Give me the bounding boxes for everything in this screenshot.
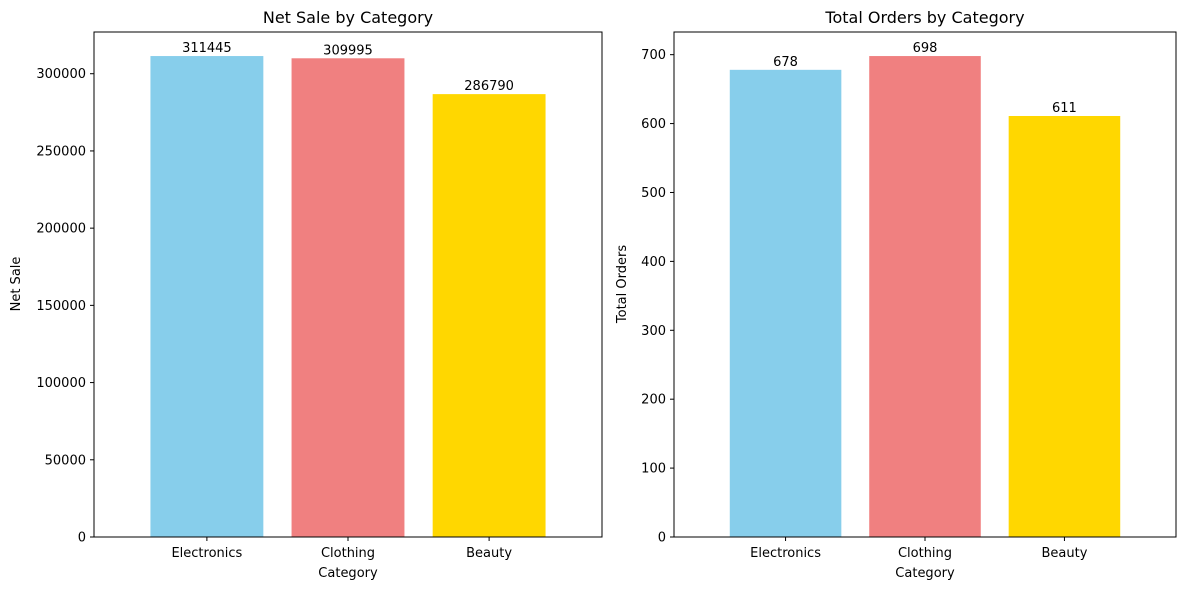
y-tick-label: 700	[641, 48, 666, 63]
bar-electronics	[150, 56, 264, 538]
total-orders-chart: Total Orders by Category 678 698 611 0 100 2…	[615, 8, 1177, 581]
x-tick-label: Electronics	[171, 546, 242, 561]
y-tick-label: 0	[658, 531, 666, 546]
x-ticks: Electronics Clothing Beauty	[171, 537, 512, 561]
y-tick-label: 300000	[36, 67, 86, 82]
y-tick-label: 300	[641, 324, 666, 339]
y-tick-label: 400	[641, 255, 666, 270]
y-tick-label: 50000	[45, 453, 86, 468]
data-labels: 311445 309995 286790	[182, 41, 514, 94]
chart-title: Total Orders by Category	[824, 8, 1024, 27]
data-label-clothing: 309995	[323, 43, 373, 58]
y-tick-label: 500	[641, 186, 666, 201]
x-tick-label: Clothing	[898, 546, 952, 561]
y-ticks: 0 100 200 300 400 500 600 700	[641, 48, 674, 546]
chart-title: Net Sale by Category	[263, 8, 433, 27]
data-label-beauty: 611	[1052, 101, 1077, 116]
bar-beauty	[1008, 115, 1121, 537]
data-label-electronics: 678	[773, 55, 798, 70]
net-sale-chart: Net Sale by Category 311445 309995286790 …	[9, 8, 603, 581]
y-tick-label: 100	[641, 462, 666, 477]
data-labels: 678 698 611	[773, 41, 1077, 116]
x-tick-label: Beauty	[1041, 546, 1087, 561]
x-axis-label: Category	[895, 566, 955, 581]
y-axis-label: Net Sale	[9, 257, 24, 312]
bar-electronics	[729, 69, 842, 537]
x-tick-label: Electronics	[750, 546, 821, 561]
y-ticks: 0 50000 100000 150000 200000 250000 300000	[36, 67, 94, 546]
y-tick-label: 200000	[36, 222, 86, 237]
x-axis-label: Category	[318, 566, 378, 581]
bars	[150, 56, 546, 538]
plot-frame	[673, 31, 1177, 538]
plot-frame	[93, 31, 603, 538]
data-label-clothing: 698	[913, 41, 938, 56]
x-ticks: Electronics Clothing Beauty	[750, 537, 1088, 561]
y-tick-label: 250000	[36, 144, 86, 159]
data-label-electronics: 311445	[182, 41, 232, 56]
y-tick-label: 100000	[36, 376, 86, 391]
y-tick-label: 200	[641, 393, 666, 408]
y-tick-label: 150000	[36, 299, 86, 314]
y-axis-label: Total Orders	[615, 245, 630, 324]
x-tick-label: Beauty	[466, 546, 512, 561]
data-label-beauty: 286790	[464, 79, 514, 94]
bar-beauty	[432, 94, 546, 537]
bar-clothing	[291, 58, 405, 537]
y-tick-label: 0	[78, 531, 86, 546]
y-tick-label: 600	[641, 117, 666, 132]
x-tick-label: Clothing	[321, 546, 375, 561]
bar-clothing	[869, 56, 981, 538]
bars	[729, 56, 1121, 538]
